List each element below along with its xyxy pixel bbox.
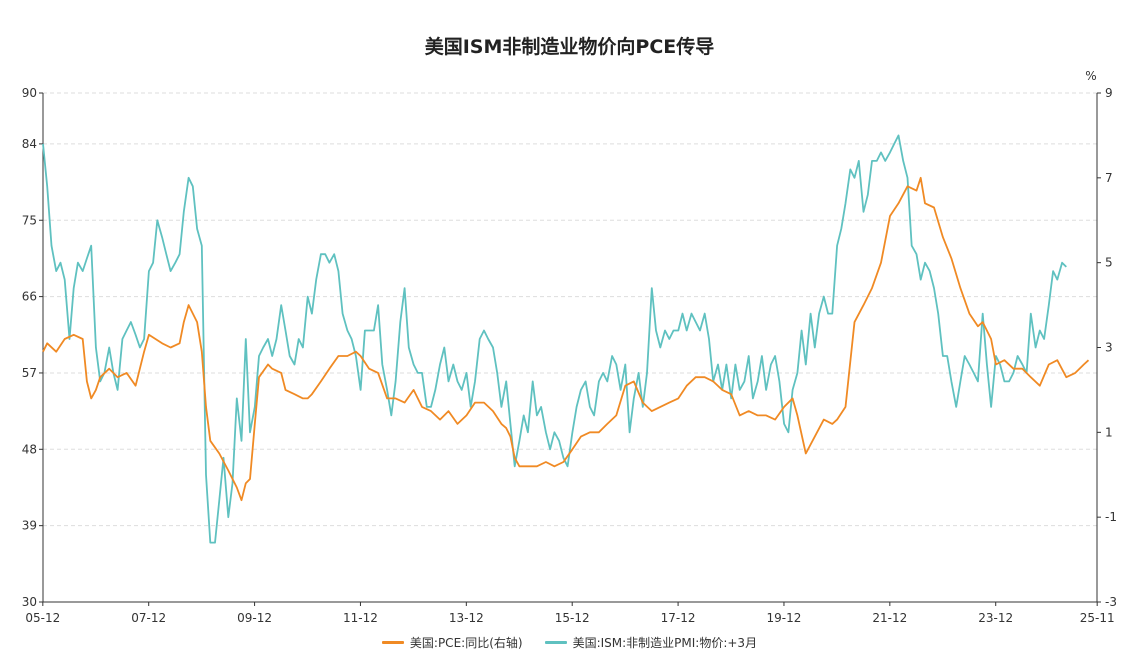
x-tick-label-4: 13-12 [449, 611, 484, 625]
chart-title: 美国ISM非制造业物价向PCE传导 [424, 36, 715, 58]
axes [39, 92, 1101, 606]
legend-label-pce: 美国:PCE:同比(右轴) [409, 636, 523, 650]
legend-swatch-pce [381, 641, 404, 644]
series-line-ism [42, 134, 1067, 544]
grid-lines [43, 92, 1097, 527]
x-tick-label-2: 09-12 [237, 611, 272, 625]
y-right-tick-label-0: -3 [1105, 595, 1117, 609]
x-tick-label-10: 25-11 [1080, 611, 1115, 625]
legend: 美国:PCE:同比(右轴) 美国:ISM:非制造业PMI:物价:+3月 [0, 634, 1139, 651]
legend-item-ism[interactable]: 美国:ISM:非制造业PMI:物价:+3月 [544, 634, 758, 651]
x-tick-label-7: 19-12 [767, 611, 802, 625]
x-tick-label-1: 07-12 [131, 611, 166, 625]
y-right-tick-label-4: 5 [1105, 256, 1113, 270]
y-left-tick-label-2: 48 [22, 442, 37, 456]
x-tick-label-9: 23-12 [978, 611, 1013, 625]
y-right-tick-label-1: -1 [1105, 510, 1117, 524]
y-right-tick-label-5: 7 [1105, 171, 1113, 185]
y-left-tick-label-5: 75 [22, 213, 37, 227]
y-right-tick-label-2: 1 [1105, 425, 1113, 439]
y-left-tick-label-3: 57 [22, 366, 37, 380]
legend-item-pce[interactable]: 美国:PCE:同比(右轴) [381, 634, 523, 651]
x-tick-label-0: 05-12 [25, 611, 60, 625]
y-left-tick-label-4: 66 [22, 290, 37, 304]
y-left-tick-label-1: 39 [22, 519, 37, 533]
y-left-tick-label-6: 84 [22, 137, 37, 151]
x-tick-label-5: 15-12 [555, 611, 590, 625]
right-axis-unit: % [1085, 69, 1096, 83]
y-left-tick-label-7: 90 [22, 86, 37, 100]
y-left-tick-label-0: 30 [22, 595, 37, 609]
legend-label-ism: 美国:ISM:非制造业PMI:物价:+3月 [572, 636, 758, 650]
x-tick-label-8: 21-12 [872, 611, 907, 625]
legend-swatch-ism [544, 641, 567, 644]
x-tick-label-6: 17-12 [661, 611, 696, 625]
series-lines [42, 134, 1090, 544]
y-right-tick-label-6: 9 [1105, 86, 1113, 100]
series-line-pce [42, 176, 1090, 502]
y-right-tick-label-3: 3 [1105, 341, 1113, 355]
x-tick-label-3: 11-12 [343, 611, 378, 625]
